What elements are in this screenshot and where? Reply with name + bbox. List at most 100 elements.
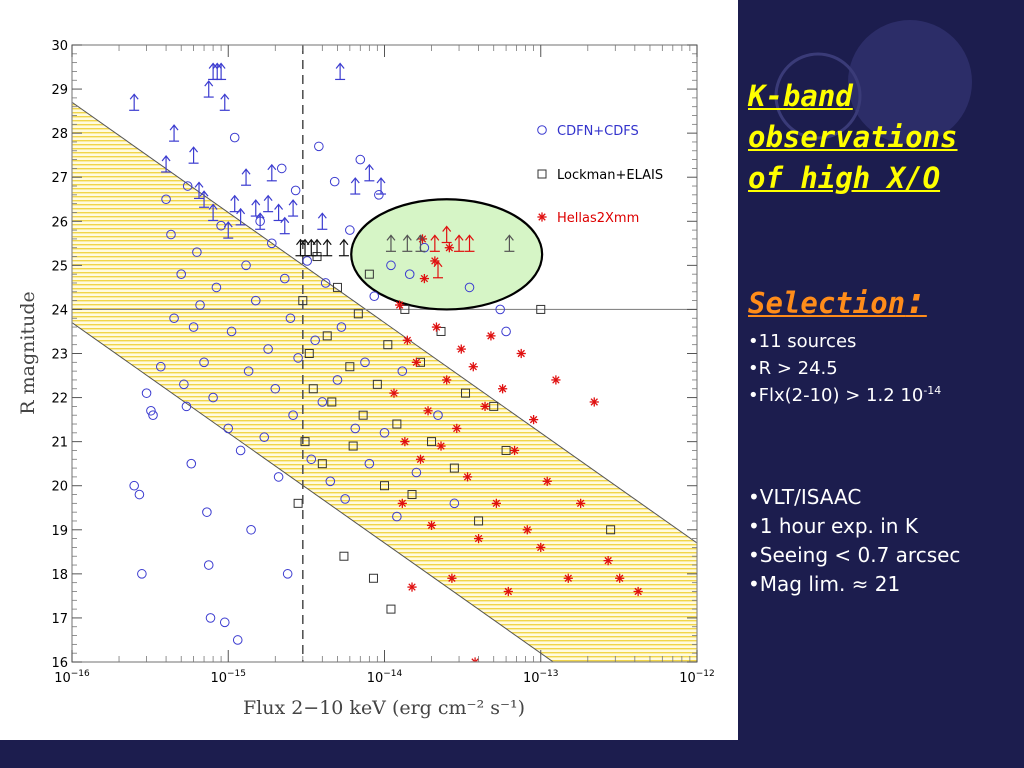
square-point [332,282,342,292]
square-point [368,573,378,583]
plot-panel: 16 17 18 19 20 21 22 23 24 25 26 27 28 29 30 10−16 10−15… [0,0,738,740]
circle-point [202,507,212,517]
asterisk-point [491,498,501,508]
circle-point [134,489,145,500]
circle-point [276,163,287,174]
circle-point [169,313,179,324]
slide-heading: K-band observations of high X/O [748,76,1018,199]
square-point [293,498,303,508]
circle-point [340,494,350,504]
asterisk-point [419,273,429,284]
circle-point [279,273,290,284]
y-tick-label: 29 [51,83,68,98]
x-tick-exponent: −15 [227,669,246,679]
selection-title: Selection [748,286,906,320]
circle-point [181,401,192,412]
circle-point [379,428,390,438]
arrow-point [504,234,515,252]
heading-line-3: of high X/O [748,161,941,195]
x-tick-exponent: −13 [540,669,559,679]
series-hellas2xmm [389,234,643,662]
circle-point [329,176,340,187]
legend-label: Lockman+ELAIS [557,168,663,183]
y-tick-label: 26 [51,215,68,230]
arrow-point [219,93,230,111]
band-line-lower [72,322,555,662]
x-tick-label: 10−15 [210,669,246,686]
circle-point [320,278,331,288]
circle-point [288,410,298,421]
arrow-point [454,234,465,252]
y-tick-label: 30 [51,39,68,54]
y-tick-label: 28 [51,127,68,142]
asterisk-point [456,344,466,354]
arrow-point [385,234,396,252]
square-point [427,437,437,447]
asterisk-point [516,348,526,359]
circle-point [182,181,193,191]
bullet-flux: •Flx(2-10) > 1.2 10-14 [748,382,1018,409]
circle-point [203,560,214,570]
circle-point [259,432,270,443]
x-tick-exponent: −14 [383,669,402,679]
circle-point [267,238,277,249]
heading-line-2: observations [748,120,958,154]
arrow-point [350,177,361,195]
square-point [449,463,459,473]
circle-point [205,613,216,623]
square-point [536,304,546,314]
circle-point [161,194,171,205]
arrow-point [338,238,349,257]
circle-point [332,375,343,385]
circle-point [386,260,396,271]
circle-point [374,190,384,200]
circle-point [397,366,408,376]
asterisk-point [536,542,546,553]
asterisk-point [603,556,613,566]
arrow-point [317,212,328,230]
circle-point [302,256,312,266]
arrow-point [335,62,346,81]
circle-point [310,335,320,346]
asterisk-point [576,498,586,508]
y-tick-label: 20 [51,480,68,495]
asterisk-point [551,375,561,385]
asterisk-point [470,657,480,662]
asterisk-point [389,388,399,398]
asterisk-point [431,322,442,332]
band-line-upper [72,101,697,544]
circle-point [208,392,218,403]
circle-point [495,304,505,315]
circle-point [369,291,380,302]
arrow-point [255,212,266,230]
decor-circle-large [848,20,972,144]
asterisk-point [452,423,462,434]
legend: CDFN+CDFS Lockman+ELAIS Hellas2Xmm [537,124,663,226]
asterisk-point [402,335,412,345]
square-point [348,441,358,451]
square-point [400,304,410,314]
selection-list: •11 sources •R > 24.5 •Flx(2-10) > 1.2 1… [748,328,1018,409]
bullet-r-mag: •R > 24.5 [748,358,838,379]
circle-point [246,524,256,535]
circle-point [146,405,156,416]
legend-item: Lockman+ELAIS [537,168,663,183]
circle-point [195,300,205,310]
x-tick-label: 10−16 [54,669,90,686]
asterisk-point [436,441,446,451]
legend-marker-asterisk [537,212,547,222]
circle-point [192,247,202,257]
x-tick-base: 10 [210,671,227,686]
legend-marker-circle [537,125,547,135]
arrow-point [250,199,261,217]
asterisk-point [411,357,421,367]
selection-colon: : [905,281,927,322]
circle-point [345,225,355,235]
bullet-seeing: •Seeing < 0.7 arcsec [748,543,961,567]
asterisk-point [442,375,452,385]
circle-point [317,397,328,407]
circle-point [166,229,176,240]
arrow-point [161,155,172,173]
arrow-point [188,146,199,164]
square-point [353,309,363,319]
